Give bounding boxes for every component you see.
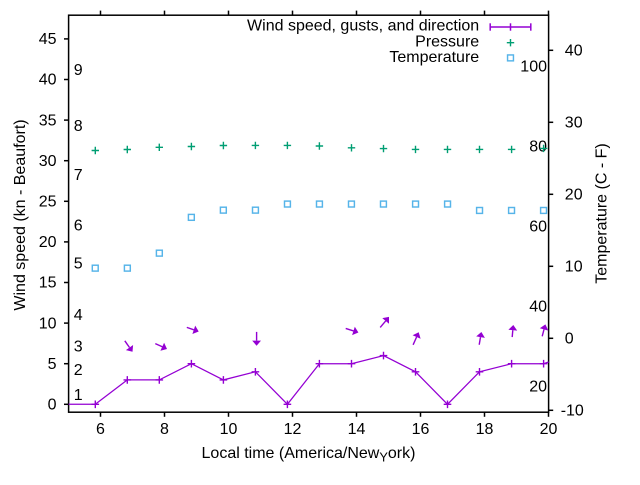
- svg-text:Temperature: Temperature: [389, 49, 479, 66]
- svg-text:5: 5: [74, 256, 83, 273]
- svg-text:5: 5: [48, 356, 57, 373]
- svg-text:14: 14: [348, 421, 366, 438]
- svg-text:30: 30: [565, 115, 583, 132]
- svg-text:-10: -10: [561, 403, 584, 420]
- svg-text:10: 10: [39, 315, 57, 332]
- svg-text:6: 6: [96, 421, 105, 438]
- svg-text:16: 16: [412, 421, 430, 438]
- svg-text:40: 40: [39, 72, 57, 89]
- svg-text:20: 20: [529, 379, 547, 396]
- svg-text:12: 12: [284, 421, 302, 438]
- svg-text:9: 9: [74, 62, 83, 79]
- svg-text:18: 18: [476, 421, 494, 438]
- svg-text:Wind speed, gusts, and directi: Wind speed, gusts, and direction: [247, 18, 479, 35]
- svg-text:20: 20: [540, 421, 558, 438]
- svg-text:3: 3: [74, 338, 83, 355]
- svg-text:8: 8: [74, 118, 83, 135]
- svg-text:1: 1: [74, 387, 83, 404]
- svg-text:10: 10: [220, 421, 238, 438]
- svg-text:6: 6: [74, 218, 83, 235]
- svg-text:Temperature (C - F): Temperature (C - F): [594, 143, 611, 283]
- svg-text:80: 80: [529, 139, 547, 156]
- svg-text:60: 60: [529, 219, 547, 236]
- svg-text:35: 35: [39, 112, 57, 129]
- svg-text:45: 45: [39, 31, 57, 48]
- svg-text:0: 0: [565, 331, 574, 348]
- svg-text:Wind speed (kn - Beaufort): Wind speed (kn - Beaufort): [12, 119, 29, 310]
- svg-text:Pressure: Pressure: [415, 33, 479, 50]
- svg-text:15: 15: [39, 275, 57, 292]
- svg-text:8: 8: [160, 421, 169, 438]
- svg-text:2: 2: [74, 362, 83, 379]
- svg-text:25: 25: [39, 194, 57, 211]
- svg-text:40: 40: [529, 299, 547, 316]
- svg-text:20: 20: [565, 187, 583, 204]
- svg-text:20: 20: [39, 234, 57, 251]
- svg-text:10: 10: [565, 259, 583, 276]
- svg-text:30: 30: [39, 153, 57, 170]
- svg-text:4: 4: [74, 307, 83, 324]
- svg-text:7: 7: [74, 167, 83, 184]
- svg-text:40: 40: [565, 43, 583, 60]
- svg-text:Local time (America/NewYork): Local time (America/NewYork): [202, 445, 416, 465]
- svg-text:100: 100: [520, 59, 547, 76]
- svg-text:0: 0: [48, 397, 57, 414]
